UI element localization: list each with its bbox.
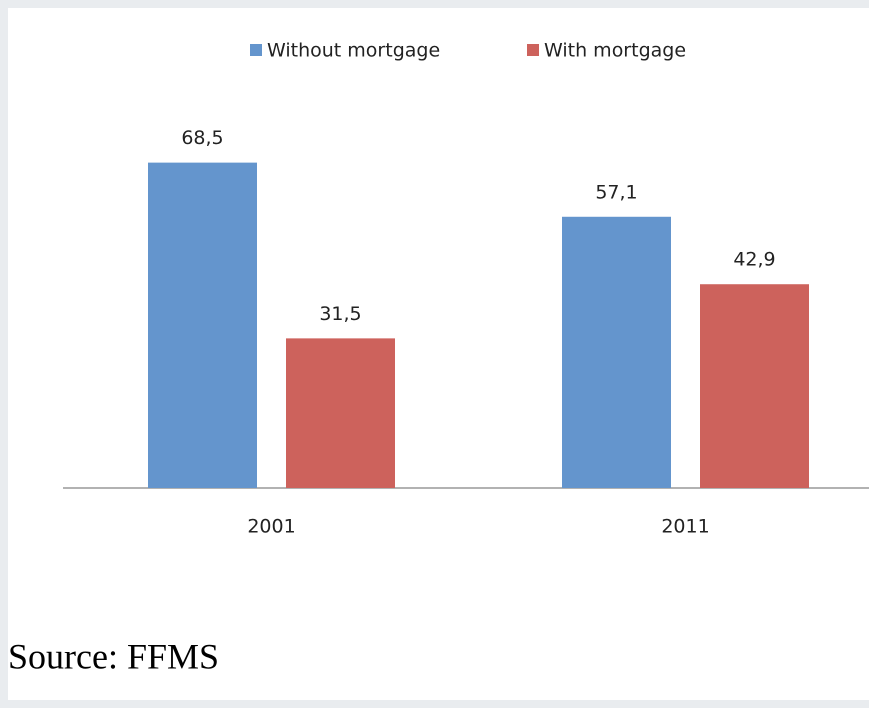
legend-swatch bbox=[250, 44, 262, 56]
x-tick-label: 2011 bbox=[661, 516, 709, 538]
bar bbox=[562, 216, 671, 488]
legend-label: With mortgage bbox=[544, 40, 686, 62]
value-label: 42,9 bbox=[733, 249, 775, 271]
value-label: 57,1 bbox=[595, 181, 637, 203]
value-label: 68,5 bbox=[181, 127, 223, 149]
legend-label: Without mortgage bbox=[267, 40, 440, 62]
value-label: 31,5 bbox=[319, 303, 361, 325]
bar bbox=[700, 284, 809, 488]
legend-swatch bbox=[527, 44, 539, 56]
bar bbox=[148, 162, 257, 488]
x-tick-label: 2001 bbox=[247, 516, 295, 538]
bar bbox=[286, 338, 395, 488]
caption: Source: FFMS bbox=[8, 636, 219, 676]
